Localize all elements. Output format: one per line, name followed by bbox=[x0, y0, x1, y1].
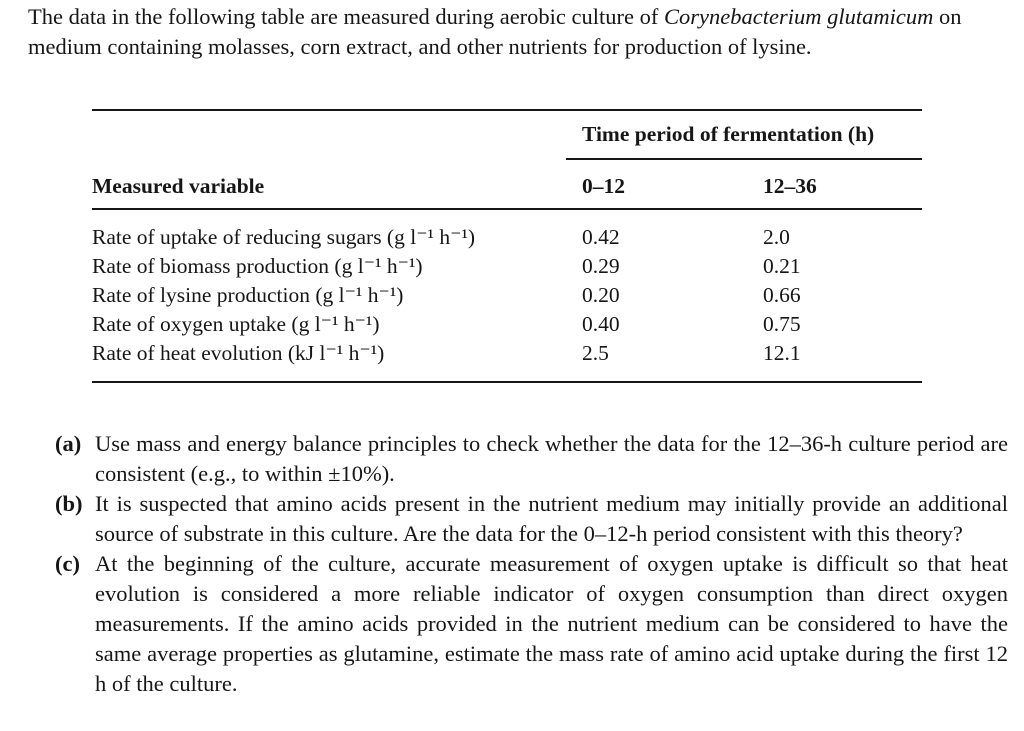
row-variable-label: Rate of lysine production (g l⁻¹ h⁻¹) bbox=[92, 283, 404, 307]
intro-text-after-species: on medium containing molasses, corn extr… bbox=[28, 4, 962, 59]
row-variable-label: Rate of biomass production (g l⁻¹ h⁻¹) bbox=[92, 254, 423, 278]
column-header-period-0-12: 0–12 bbox=[582, 173, 625, 198]
row-variable-label: Rate of oxygen uptake (g l⁻¹ h⁻¹) bbox=[92, 312, 380, 336]
column-header-measured-variable: Measured variable bbox=[92, 173, 265, 198]
intro-paragraph: The data in the following table are meas… bbox=[28, 2, 973, 61]
question-a-label: (a) bbox=[55, 431, 82, 456]
table-row: Rate of heat evolution (kJ l⁻¹ h⁻¹) 2.5 … bbox=[92, 339, 922, 368]
question-c: (c) At the beginning of the culture, acc… bbox=[55, 549, 1008, 699]
question-b-label: (b) bbox=[55, 491, 83, 516]
question-c-label: (c) bbox=[55, 551, 80, 576]
row-value-period2: 0.21 bbox=[763, 254, 801, 278]
row-value-period1: 0.42 bbox=[582, 225, 620, 249]
row-value-period1: 0.20 bbox=[582, 283, 620, 307]
row-value-period2: 12.1 bbox=[763, 341, 801, 365]
column-header-period-12-36: 12–36 bbox=[763, 173, 817, 198]
question-b: (b) It is suspected that amino acids pre… bbox=[55, 489, 1008, 549]
question-c-text: At the beginning of the culture, accurat… bbox=[95, 551, 1008, 696]
table-row: Rate of lysine production (g l⁻¹ h⁻¹) 0.… bbox=[92, 281, 922, 310]
table-row: Rate of oxygen uptake (g l⁻¹ h⁻¹) 0.40 0… bbox=[92, 310, 922, 339]
table-row: Rate of uptake of reducing sugars (g l⁻¹… bbox=[92, 223, 922, 252]
question-b-text: It is suspected that amino acids present… bbox=[95, 491, 1008, 546]
row-variable-label: Rate of heat evolution (kJ l⁻¹ h⁻¹) bbox=[92, 341, 385, 365]
row-value-period2: 0.66 bbox=[763, 283, 801, 307]
question-a: (a) Use mass and energy balance principl… bbox=[55, 429, 1008, 489]
species-name-italic: Corynebacterium glutamicum bbox=[664, 4, 934, 29]
question-list: (a) Use mass and energy balance principl… bbox=[55, 429, 1008, 699]
table-row: Rate of biomass production (g l⁻¹ h⁻¹) 0… bbox=[92, 252, 922, 281]
question-a-text: Use mass and energy balance principles t… bbox=[95, 431, 1008, 486]
fermentation-data-table: Time period of fermentation (h) Measured… bbox=[92, 109, 922, 383]
row-value-period2: 0.75 bbox=[763, 312, 801, 336]
table-column-header-row: Measured variable 0–12 12–36 bbox=[92, 160, 922, 210]
row-value-period1: 2.5 bbox=[582, 341, 609, 365]
table-group-header-spacer bbox=[92, 111, 566, 160]
table-body: Rate of uptake of reducing sugars (g l⁻¹… bbox=[92, 210, 922, 383]
table-group-header: Time period of fermentation (h) bbox=[566, 111, 922, 160]
intro-text-before-species: The data in the following table are meas… bbox=[28, 4, 664, 29]
row-value-period1: 0.29 bbox=[582, 254, 620, 278]
row-value-period2: 2.0 bbox=[763, 225, 790, 249]
row-variable-label: Rate of uptake of reducing sugars (g l⁻¹… bbox=[92, 225, 476, 249]
table-group-header-row: Time period of fermentation (h) bbox=[92, 111, 922, 160]
row-value-period1: 0.40 bbox=[582, 312, 620, 336]
